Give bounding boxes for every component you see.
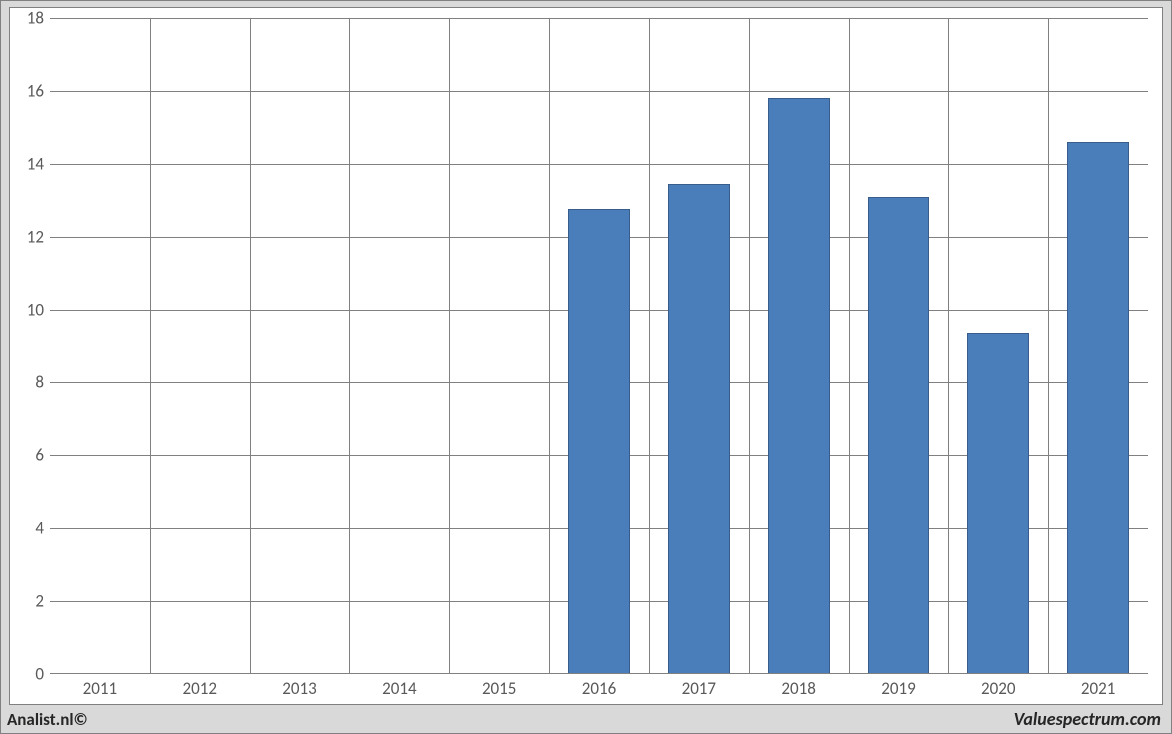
x-tick-label: 2020 [981, 678, 1015, 699]
gridline-horizontal [50, 91, 1148, 92]
x-tick-label: 2018 [781, 678, 815, 699]
y-tick-label: 2 [35, 591, 44, 612]
x-tick-label: 2019 [881, 678, 915, 699]
bar [967, 333, 1029, 674]
gridline-vertical [150, 18, 151, 674]
gridline-vertical [349, 18, 350, 674]
gridline-vertical [749, 18, 750, 674]
bar [868, 197, 930, 674]
y-tick-label: 6 [35, 445, 44, 466]
bar [1067, 142, 1129, 674]
x-tick-label: 2011 [83, 678, 117, 699]
y-tick-label: 0 [35, 664, 44, 685]
chart-container: 0 2 4 6 8 10 12 14 16 18 2011 2012 2013 2014 2015 2016 2… [0, 0, 1172, 734]
bar [668, 184, 730, 674]
x-tick-label: 2021 [1081, 678, 1115, 699]
x-tick-label: 2013 [282, 678, 316, 699]
gridline-vertical [1048, 18, 1049, 674]
x-axis-line [50, 673, 1148, 674]
gridline-vertical [449, 18, 450, 674]
y-tick-label: 12 [27, 226, 44, 247]
gridline-horizontal [50, 18, 1148, 19]
bar [768, 98, 830, 674]
plot-frame: 0 2 4 6 8 10 12 14 16 18 2011 2012 2013 2014 2015 2016 2… [9, 7, 1163, 705]
y-tick-label: 4 [35, 518, 44, 539]
footer-credit-left: Analist.nl© [7, 709, 88, 730]
gridline-vertical [250, 18, 251, 674]
gridline-vertical [849, 18, 850, 674]
footer-credit-right: Valuespectrum.com [1014, 708, 1161, 730]
bar [568, 209, 630, 674]
x-tick-label: 2012 [182, 678, 216, 699]
gridline-horizontal [50, 164, 1148, 165]
gridline-vertical [649, 18, 650, 674]
x-tick-label: 2014 [382, 678, 416, 699]
y-tick-label: 18 [27, 8, 44, 29]
y-tick-label: 14 [27, 153, 44, 174]
y-tick-label: 8 [35, 372, 44, 393]
x-tick-label: 2016 [582, 678, 616, 699]
gridline-vertical [948, 18, 949, 674]
plot-area: 0246810121416182011201220132014201520162… [50, 18, 1148, 674]
x-tick-label: 2015 [482, 678, 516, 699]
y-tick-label: 10 [27, 299, 44, 320]
gridline-vertical [549, 18, 550, 674]
x-tick-label: 2017 [682, 678, 716, 699]
y-tick-label: 16 [27, 80, 44, 101]
